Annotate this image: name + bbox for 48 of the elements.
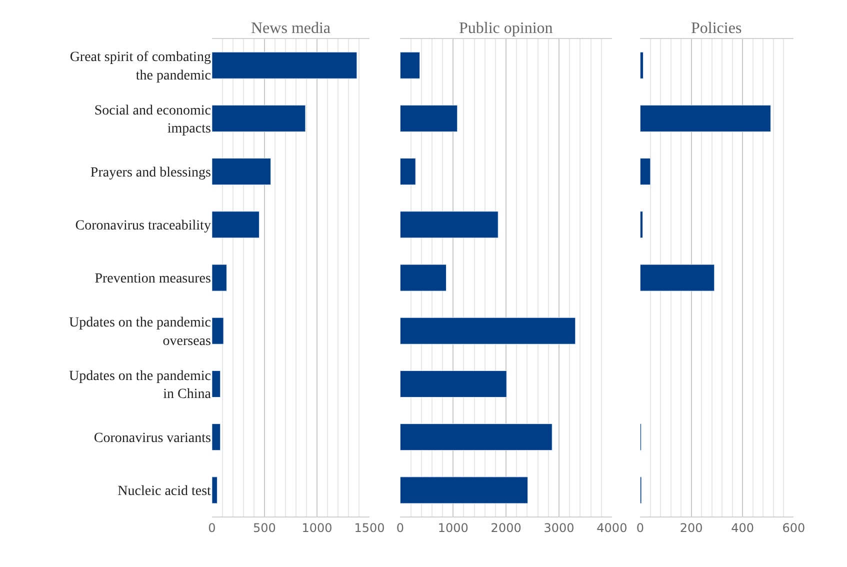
bar — [212, 370, 221, 398]
chart-title: Policies — [691, 20, 742, 37]
x-tick-label: 1000 — [438, 521, 468, 536]
bar — [400, 104, 458, 132]
bar — [212, 104, 306, 132]
x-tick-label: 400 — [731, 521, 754, 536]
y-tick-label: Updates on the pandemic in China — [69, 368, 212, 402]
chart-title: Public opinion — [459, 20, 553, 37]
bar — [400, 317, 576, 344]
bar — [640, 104, 771, 132]
x-tick-label: 1000 — [302, 521, 332, 536]
bar — [212, 158, 272, 186]
bar — [212, 476, 218, 504]
x-tick-label: 0 — [208, 521, 216, 536]
bar — [400, 264, 447, 292]
bar — [400, 52, 420, 79]
y-tick-label: Prayers and blessings — [90, 165, 211, 180]
y-tick-label: Great spirit of combating the pandemic — [70, 50, 211, 84]
bar — [212, 264, 227, 292]
y-tick-label: Prevention measures — [94, 272, 211, 287]
y-tick-label: Coronavirus traceability — [75, 218, 211, 234]
bar — [400, 211, 498, 238]
bar — [212, 317, 224, 344]
x-tick-label: 500 — [253, 521, 276, 536]
bar — [640, 158, 651, 186]
bar — [400, 370, 507, 398]
x-tick-label: 3000 — [544, 521, 574, 536]
x-tick-label: 2000 — [490, 521, 522, 536]
x-tick-label: 4000 — [596, 521, 628, 536]
bar — [212, 211, 260, 238]
x-tick-label: 0 — [636, 521, 644, 536]
y-tick-label: Coronavirus variants — [94, 430, 211, 446]
x-tick-label: 600 — [782, 521, 806, 536]
x-tick-label: 200 — [680, 521, 703, 536]
bar — [640, 211, 644, 238]
x-tick-label: 0 — [396, 521, 404, 536]
y-tick-label: Nucleic acid test — [118, 484, 212, 500]
y-tick-label: Social and economic impacts — [94, 103, 211, 136]
bar — [400, 476, 528, 504]
bar — [400, 158, 416, 186]
chart-title: News media — [251, 20, 331, 37]
bar — [212, 52, 358, 79]
bar — [640, 52, 644, 79]
y-tick-label: Updates on the pandemic overseas — [69, 316, 211, 349]
bar — [212, 424, 221, 451]
x-tick-label: 1500 — [354, 521, 385, 536]
bar — [640, 264, 715, 292]
bar — [400, 424, 552, 451]
